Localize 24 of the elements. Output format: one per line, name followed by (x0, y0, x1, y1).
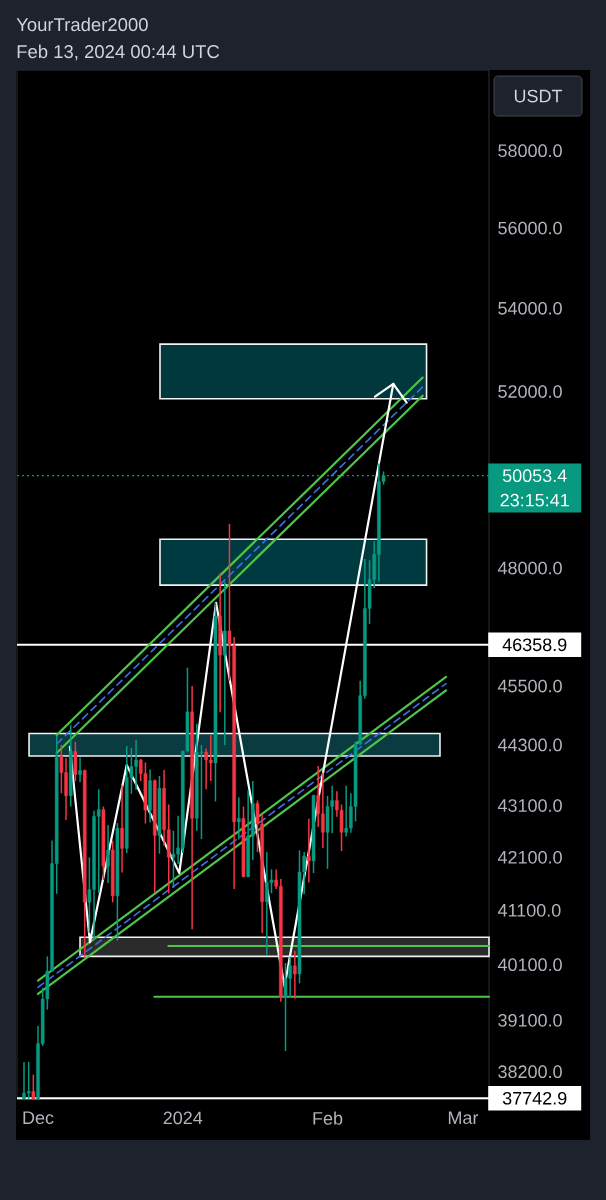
ref-line-label: 37742.9 (502, 1091, 567, 1105)
x-tick-label: 2024 (163, 1111, 203, 1125)
y-tick-label: 42100.0 (497, 850, 562, 864)
x-tick-label: Feb (313, 1111, 343, 1125)
y-tick-label: 39100.0 (498, 1013, 562, 1027)
y-tick-label: 38200.0 (498, 1065, 562, 1079)
y-tick-label: 45500.0 (497, 679, 562, 693)
y-tick-label: 52000.0 (498, 385, 562, 398)
y-tick-label: 44300.0 (497, 738, 562, 752)
y-tick-label: 43100.0 (497, 799, 562, 812)
chart-subtitle: Feb 13, 2024 00:44 UTC (17, 44, 220, 61)
chart-title: YourTrader2000 (16, 17, 148, 32)
x-tick-label: Dec (23, 1111, 54, 1125)
y-tick-label: 56000.0 (498, 221, 562, 235)
text: 23:15:41 (500, 493, 569, 507)
x-tick-label: Mar (448, 1111, 479, 1125)
y-tick-label: 54000.0 (498, 301, 562, 315)
y-axis-title: USDT (514, 89, 563, 103)
ref-line-label: 50053.4 (502, 469, 567, 483)
y-tick-label: 48000.0 (497, 561, 562, 575)
ref-line-label: 46358.9 (502, 638, 567, 652)
y-tick-label: 40100.0 (497, 958, 562, 972)
y-tick-label: 41100.0 (497, 903, 561, 917)
y-tick-label: 58000.0 (498, 144, 562, 158)
